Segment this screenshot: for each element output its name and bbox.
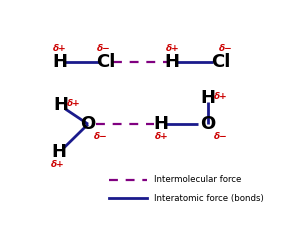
Text: H: H bbox=[53, 96, 68, 114]
Text: O: O bbox=[200, 115, 215, 133]
Text: H: H bbox=[165, 53, 180, 71]
Text: δ+: δ+ bbox=[53, 44, 66, 53]
Text: δ−: δ− bbox=[97, 44, 110, 53]
Text: δ+: δ+ bbox=[166, 44, 179, 53]
Text: δ−: δ− bbox=[219, 44, 233, 53]
Text: δ+: δ+ bbox=[67, 99, 81, 108]
Text: Intermolecular force: Intermolecular force bbox=[155, 175, 242, 184]
Text: δ+: δ+ bbox=[214, 92, 228, 102]
Text: δ−: δ− bbox=[94, 132, 108, 141]
Text: H: H bbox=[52, 53, 67, 71]
Text: H: H bbox=[153, 115, 168, 133]
Text: δ+: δ+ bbox=[50, 160, 64, 169]
Text: O: O bbox=[80, 115, 96, 133]
Text: H: H bbox=[51, 143, 66, 161]
Text: Interatomic force (bonds): Interatomic force (bonds) bbox=[155, 194, 264, 203]
Text: δ−: δ− bbox=[214, 132, 228, 141]
Text: H: H bbox=[200, 89, 215, 107]
Text: Cl: Cl bbox=[211, 53, 230, 71]
Text: Cl: Cl bbox=[96, 53, 116, 71]
Text: δ+: δ+ bbox=[155, 132, 168, 141]
